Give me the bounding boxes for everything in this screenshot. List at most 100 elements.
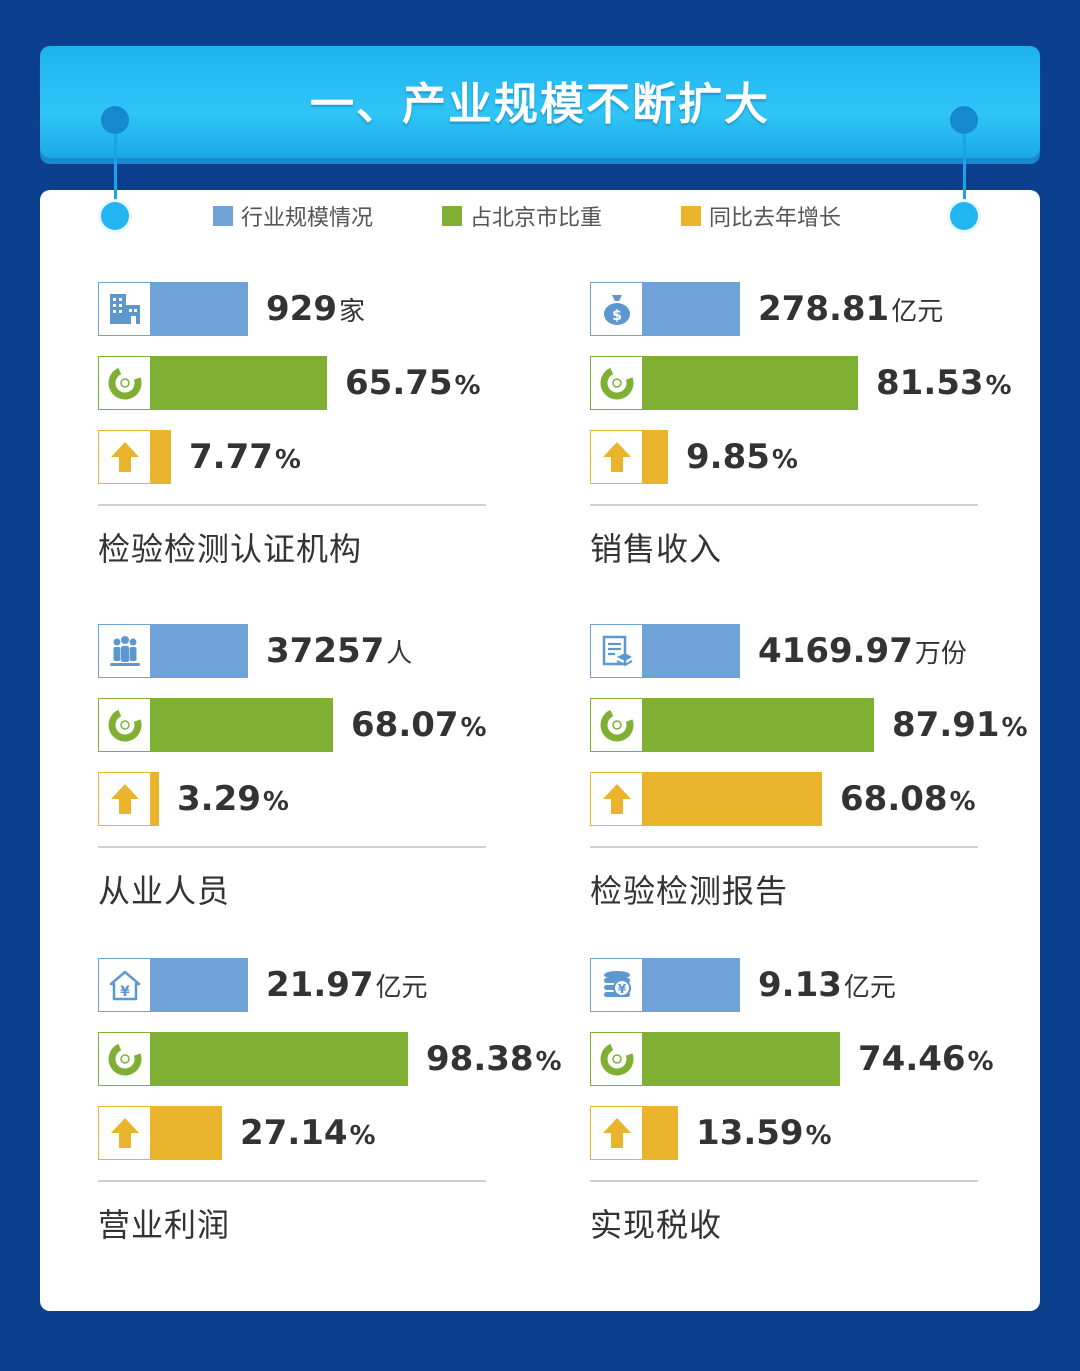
house-yuan-icon: ¥ — [107, 967, 143, 1003]
share-value-label-unit: % — [1001, 713, 1028, 743]
bar-icon-tile: $ — [590, 282, 642, 336]
bar-icon-tile — [98, 698, 150, 752]
share-bar — [150, 356, 327, 410]
bar-icon-tile — [98, 282, 150, 336]
share-bar — [642, 356, 858, 410]
growth-value-label-unit: % — [949, 787, 976, 817]
pie-icon — [599, 707, 635, 743]
panel-category-label: 从业人员 — [98, 872, 231, 910]
scale-value-label: 9.13亿元 — [758, 958, 896, 1015]
growth-value-label-unit: % — [274, 445, 301, 475]
up-arrow-icon — [599, 781, 635, 817]
share-value-label-unit: % — [460, 713, 487, 743]
scale-value-label: 278.81亿元 — [758, 282, 943, 339]
scale-bar — [642, 958, 740, 1012]
legend-label: 行业规模情况 — [241, 206, 374, 231]
panel-category-label: 销售收入 — [590, 530, 723, 568]
coin-stack-icon: ¥ — [599, 967, 635, 1003]
growth-value-label-number: 27.14 — [240, 1113, 348, 1153]
scale-value-label: 21.97亿元 — [266, 958, 428, 1015]
pie-icon — [599, 365, 635, 401]
connector-dot-bottom-right — [950, 202, 978, 230]
connector-dot-bottom-left — [101, 202, 129, 230]
legend-swatch — [681, 206, 701, 226]
scale-value-label-unit: 人 — [386, 639, 413, 669]
bar-icon-tile — [590, 772, 642, 826]
panel-divider — [98, 1180, 486, 1182]
share-value-label: 68.07% — [351, 698, 487, 755]
legend-label: 占北京市比重 — [470, 206, 603, 231]
bar-icon-tile — [98, 772, 150, 826]
bar-icon-tile — [590, 430, 642, 484]
svg-text:¥: ¥ — [120, 984, 130, 1000]
connector-right — [963, 118, 966, 216]
growth-value-label: 27.14% — [240, 1106, 376, 1163]
bar-icon-tile: ¥ — [98, 958, 150, 1012]
up-arrow-icon — [107, 439, 143, 475]
bar-icon-tile — [590, 1106, 642, 1160]
growth-bar — [150, 772, 159, 826]
panel-category-label: 实现税收 — [590, 1206, 723, 1244]
growth-value-label: 68.08% — [840, 772, 976, 829]
scale-value-label-unit: 家 — [338, 297, 365, 327]
scale-value-label-unit: 亿元 — [375, 973, 428, 1003]
title-banner — [40, 46, 1040, 158]
legend-item-scale: 行业规模情况 — [213, 201, 373, 231]
growth-value-label-unit: % — [805, 1121, 832, 1151]
panel-divider — [590, 846, 978, 848]
scale-value-label-number: 9.13 — [758, 965, 842, 1005]
bar-icon-tile: ¥ — [590, 958, 642, 1012]
money-bag-icon: $ — [599, 291, 635, 327]
bar-icon-tile — [590, 356, 642, 410]
scale-value-label-unit: 亿元 — [843, 973, 896, 1003]
share-value-label-number: 65.75 — [345, 363, 453, 403]
growth-value-label-number: 3.29 — [177, 779, 261, 819]
share-value-label-unit: % — [535, 1047, 562, 1077]
growth-value-label: 13.59% — [696, 1106, 832, 1163]
building-icon — [107, 291, 143, 327]
legend-item-growth: 同比去年增长 — [681, 201, 841, 231]
growth-value-label: 3.29% — [177, 772, 289, 829]
share-value-label: 81.53% — [876, 356, 1012, 413]
scale-value-label: 4169.97万份 — [758, 624, 967, 681]
scale-bar — [150, 624, 248, 678]
scale-value-label-number: 4169.97 — [758, 631, 913, 671]
share-value-label-unit: % — [967, 1047, 994, 1077]
share-value-label: 65.75% — [345, 356, 481, 413]
pie-icon — [599, 1041, 635, 1077]
bar-icon-tile — [590, 624, 642, 678]
legend-item-share: 占北京市比重 — [442, 201, 602, 231]
growth-value-label-unit: % — [262, 787, 289, 817]
up-arrow-icon — [599, 439, 635, 475]
share-value-label: 87.91% — [892, 698, 1028, 755]
connector-dot-top-left — [101, 106, 129, 134]
up-arrow-icon — [599, 1115, 635, 1151]
scale-value-label: 929家 — [266, 282, 365, 339]
scale-value-label-unit: 万份 — [914, 639, 967, 669]
scale-value-label-number: 37257 — [266, 631, 385, 671]
panel-category-label: 检验检测认证机构 — [98, 530, 363, 568]
panel-divider — [590, 504, 978, 506]
share-bar — [642, 698, 874, 752]
bar-icon-tile — [98, 430, 150, 484]
legend-swatch — [442, 206, 462, 226]
scale-value-label-number: 278.81 — [758, 289, 890, 329]
scale-bar — [150, 282, 248, 336]
bar-icon-tile — [98, 1032, 150, 1086]
bar-icon-tile — [98, 356, 150, 410]
growth-value-label: 7.77% — [189, 430, 301, 487]
scale-value-label-number: 21.97 — [266, 965, 374, 1005]
legend-label: 同比去年增长 — [709, 206, 842, 231]
pie-icon — [107, 707, 143, 743]
share-value-label-number: 68.07 — [351, 705, 459, 745]
svg-text:$: $ — [612, 308, 622, 324]
up-arrow-icon — [107, 781, 143, 817]
panel-category-label: 检验检测报告 — [590, 872, 789, 910]
pie-icon — [107, 1041, 143, 1077]
scale-bar — [642, 624, 740, 678]
share-value-label-unit: % — [454, 371, 481, 401]
share-value-label-number: 87.91 — [892, 705, 1000, 745]
growth-bar — [150, 430, 171, 484]
growth-value-label-number: 13.59 — [696, 1113, 804, 1153]
growth-value-label: 9.85% — [686, 430, 798, 487]
